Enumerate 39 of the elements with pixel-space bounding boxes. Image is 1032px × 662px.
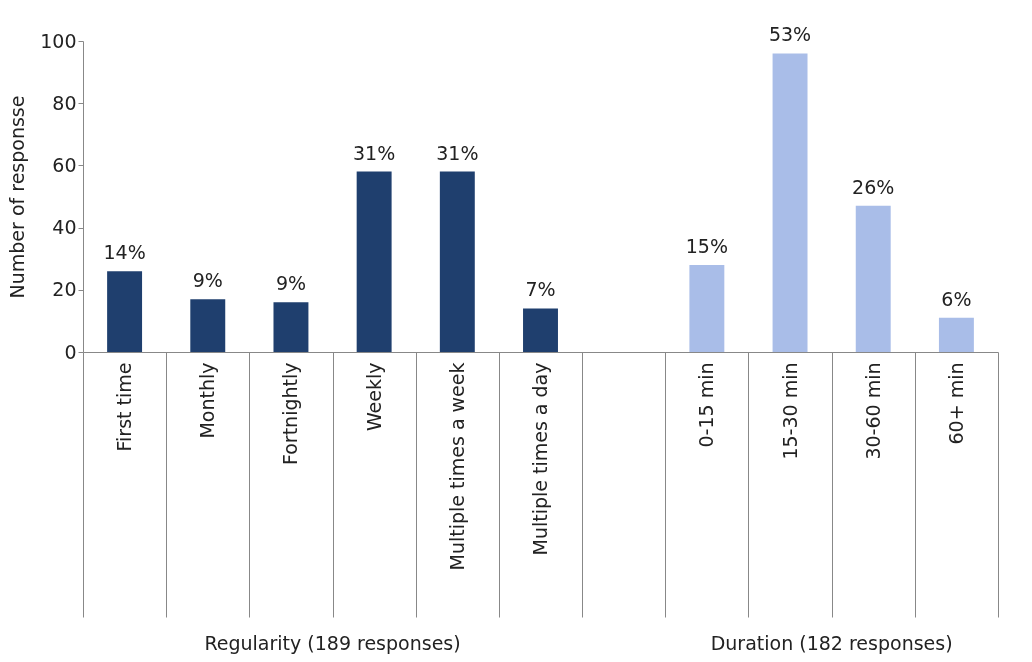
x-tick-label: 60+ min [944, 362, 967, 445]
x-tick-label: Fortnightly [279, 362, 302, 466]
y-axis-title: Number of responsse [6, 95, 29, 299]
bar [772, 53, 808, 352]
y-tick-label: 0 [64, 340, 77, 363]
bar [190, 299, 226, 352]
annotation: 7% [525, 278, 556, 301]
y-tick-label: 60 [52, 153, 77, 176]
bar [439, 171, 475, 352]
x-tick-label: 30-60 min [861, 362, 884, 460]
y-tick-label: 100 [40, 29, 77, 52]
bar [855, 205, 891, 352]
annotation: 6% [941, 287, 972, 310]
x-tick-label: Weekly [362, 362, 385, 432]
annotation: 15% [685, 234, 728, 257]
x-tick-label: Multiple times a week [445, 362, 468, 571]
annotation: 26% [852, 175, 895, 198]
bar [107, 271, 143, 352]
bar [273, 302, 309, 352]
bar [523, 308, 558, 352]
annotation: 14% [103, 241, 146, 264]
bar [689, 264, 725, 352]
y-tick-label: 20 [52, 278, 77, 301]
annotation: 9% [192, 269, 223, 292]
x-tick-label: Multiple times a day [529, 362, 551, 556]
text: Regularity (189 responses) [204, 632, 461, 654]
annotation: 9% [275, 272, 307, 295]
y-tick-label: 80 [52, 91, 77, 114]
x-tick-label: 15-30 min [778, 362, 801, 460]
x-tick-label: First time [113, 362, 136, 452]
bar [356, 171, 392, 352]
annotation: 53% [768, 23, 812, 46]
x-tick-label: Monthly [196, 362, 219, 439]
y-tick-label: 40 [52, 216, 77, 239]
annotation: 31% [353, 141, 396, 164]
bar [938, 317, 974, 352]
x-tick-label: 0-15 min [695, 362, 718, 448]
text: Duration (182 responses) [710, 632, 953, 654]
annotation: 31% [436, 141, 479, 164]
